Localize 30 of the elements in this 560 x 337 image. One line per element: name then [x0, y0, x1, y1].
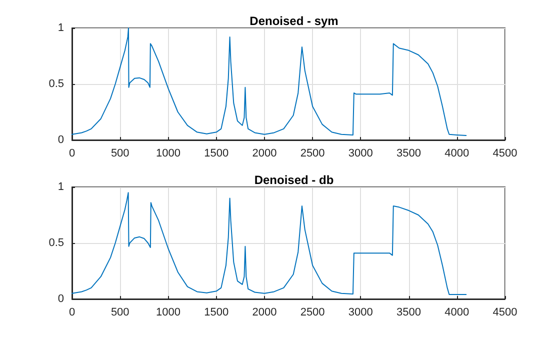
- x-tick-label: 500: [110, 306, 130, 318]
- x-tick-label: 0: [68, 148, 76, 160]
- x-tick-label: 1500: [204, 306, 229, 318]
- x-tick-label: 2500: [300, 306, 325, 318]
- x-tick-label: 1500: [204, 148, 229, 160]
- y-tick-label: 0.5: [48, 78, 64, 90]
- x-tick-label: 4500: [492, 306, 518, 318]
- y-tick-label: 0: [58, 134, 64, 146]
- x-tick-label: 1000: [156, 148, 180, 160]
- y-tick-label: 1: [58, 22, 64, 34]
- x-tick-label: 3500: [396, 306, 422, 318]
- x-tick-label: 2000: [252, 148, 277, 160]
- x-tick-label: 2000: [252, 306, 277, 318]
- y-tick-label: 0: [58, 293, 64, 305]
- x-tick-label: 0: [68, 306, 76, 318]
- x-tick-label: 2500: [300, 148, 325, 160]
- chart-title: Denoised - sym: [250, 14, 338, 28]
- x-tick-label: 4000: [444, 306, 470, 318]
- chart-title: Denoised - db: [254, 173, 334, 187]
- x-tick-label: 4500: [492, 148, 518, 160]
- x-tick-label: 1000: [156, 306, 180, 318]
- line-series: [72, 28, 467, 136]
- x-tick-label: 3000: [348, 148, 373, 160]
- y-tick-label: 0.5: [48, 237, 64, 249]
- x-tick-label: 4000: [444, 148, 470, 160]
- line-series: [72, 192, 467, 296]
- x-tick-label: 500: [110, 148, 130, 160]
- x-tick-label: 3500: [396, 148, 422, 160]
- x-tick-label: 3000: [348, 306, 373, 318]
- y-tick-label: 1: [58, 181, 64, 193]
